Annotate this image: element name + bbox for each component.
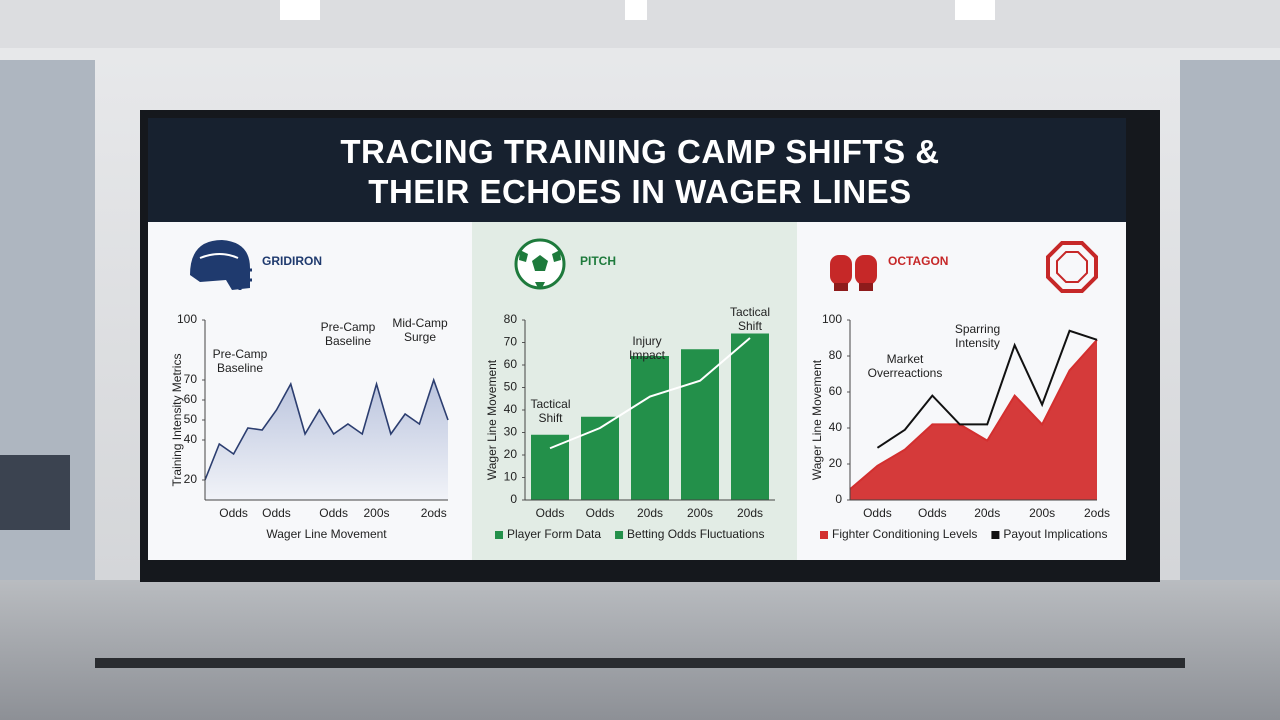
legend-swatch [991,531,1000,539]
legend-label: Player Form Data [507,527,601,541]
annotation: Injury Impact [628,334,665,362]
legend-label: Payout Implications [1003,527,1107,541]
y-tick-label: 20 [504,447,518,461]
annotation: Pre-Camp Baseline [320,320,376,348]
legend-swatch [820,531,828,539]
panel-title: OCTAGON [888,254,948,268]
annotation: Tactical Shift [530,397,571,425]
side-panel [0,455,70,530]
y-tick-label: 40 [504,402,518,416]
x-tick-label: Odds [918,506,947,520]
y-tick-label: 50 [504,380,518,394]
annotation: Market Overreactions [867,352,943,380]
x-tick-label: 20ds [637,506,663,520]
annotation: Mid-Camp Surge [392,316,448,344]
x-tick-label: Odds [863,506,892,520]
area [850,339,1097,500]
bar [581,416,619,500]
y-tick-label: 100 [177,312,197,326]
x-tick-label: Odds [219,506,248,520]
floor [0,580,1280,720]
line [204,377,449,481]
helmet-icon [190,240,252,290]
x-tick-label: 200s [1029,506,1055,520]
x-tick-label: 2ods [1084,506,1110,520]
annotation: Pre-Camp Baseline [212,347,268,375]
x-tick-label: Odds [262,506,291,520]
x-tick-label: 200s [364,506,390,520]
annotation: Sparring Intensity [954,322,1001,350]
baseboard [95,658,1185,668]
y-tick-label: 40 [829,420,843,434]
bar [531,434,569,500]
legend-swatch [495,531,503,539]
main-title: TRACING TRAINING CAMP SHIFTS & THEIR ECH… [340,133,940,210]
x-tick-label: Odds [536,506,565,520]
y-tick-label: 0 [510,492,517,506]
line [849,339,1098,490]
y-tick-label: 100 [822,312,842,326]
x-tick-label: Odds [319,506,348,520]
y-tick-label: 70 [504,335,518,349]
soccer-ball-icon [514,238,566,290]
y-axis-label: Wager Line Movement [485,359,499,480]
octagon-icon [1046,241,1098,293]
bar [731,333,769,500]
x-tick-label: 20ds [737,506,763,520]
y-tick-label: 10 [504,470,518,484]
y-tick-label: 60 [504,357,518,371]
title-band [148,118,1126,222]
x-tick-label: Odds [586,506,615,520]
ceiling-light [280,0,320,20]
x-axis-label: Wager Line Movement [266,527,387,541]
y-tick-label: 50 [184,412,198,426]
area [205,380,448,500]
bar [681,349,719,500]
y-tick-label: 20 [184,472,198,486]
legend-swatch [615,531,624,539]
y-tick-label: 60 [829,384,843,398]
y-tick-label: 40 [184,432,198,446]
y-tick-label: 0 [835,492,842,506]
panel-title: GRIDIRON [262,254,322,268]
annotation: Tactical Shift [729,305,770,333]
y-tick-label: 20 [829,456,843,470]
legend-label: Fighter Conditioning Levels [832,527,977,541]
x-tick-label: 20ds [974,506,1000,520]
line [549,337,751,450]
ceiling-light [955,0,995,20]
x-tick-label: 200s [687,506,713,520]
gloves-icon [830,255,877,291]
bar [631,356,669,500]
line [876,329,1098,449]
y-tick-label: 80 [504,312,518,326]
y-axis-label: Wager Line Movement [810,359,824,480]
y-tick-label: 60 [184,392,198,406]
y-tick-label: 70 [184,372,198,386]
legend-label: Betting Odds Fluctuations [627,527,764,541]
x-tick-label: 2ods [421,506,447,520]
panel-title: PITCH [580,254,616,268]
y-tick-label: 30 [504,425,518,439]
y-tick-label: 80 [829,348,843,362]
ceiling-light [625,0,647,20]
side-window [1180,60,1280,580]
y-axis-label: Training Intensity Metrics [170,354,184,487]
